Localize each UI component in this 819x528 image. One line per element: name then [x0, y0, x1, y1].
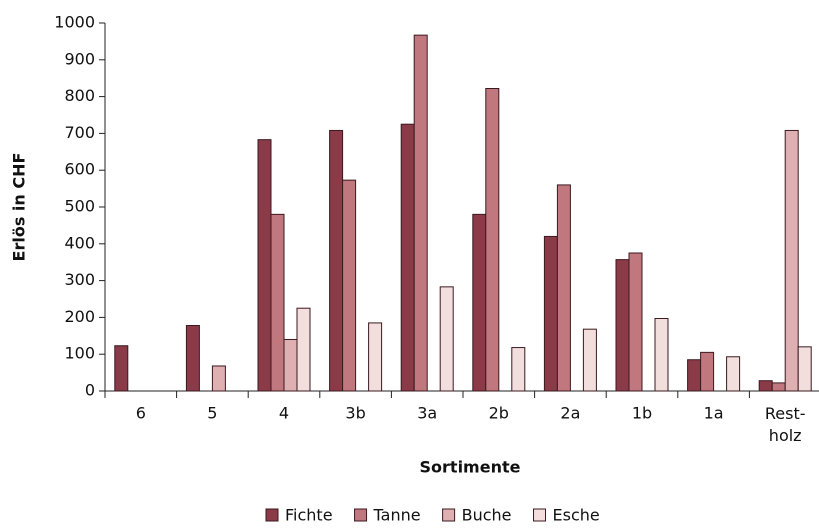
bar — [543, 235, 558, 392]
bar — [758, 380, 773, 392]
y-axis-label: Erlös in CHF — [10, 153, 29, 262]
bar — [797, 346, 812, 392]
legend-label: Tanne — [373, 506, 421, 525]
bar — [439, 286, 454, 392]
bar — [296, 307, 311, 392]
y-tick-label: 900 — [64, 49, 95, 68]
legend-label: Buche — [462, 506, 512, 525]
y-tick-label: 600 — [64, 160, 95, 179]
bar — [726, 356, 741, 392]
legend-label: Esche — [553, 506, 600, 525]
bar — [257, 139, 272, 392]
bar — [784, 129, 799, 392]
x-tick-label: Rest-holz — [765, 404, 806, 445]
x-tick-label: 1b — [632, 404, 652, 423]
bar — [342, 179, 357, 392]
x-tick-label: 5 — [207, 404, 217, 423]
legend-swatch — [442, 508, 456, 522]
bar — [472, 213, 487, 392]
x-axis-label: Sortimente — [420, 458, 521, 477]
y-tick-label: 400 — [64, 233, 95, 252]
y-tick-label: 800 — [64, 86, 95, 105]
bar — [556, 184, 571, 392]
bar — [615, 259, 630, 392]
bar — [185, 324, 200, 392]
legend-swatch — [533, 508, 547, 522]
y-tick-label: 1000 — [54, 13, 95, 32]
bar — [687, 359, 702, 392]
bar — [270, 213, 285, 392]
bar — [211, 365, 226, 392]
x-tick-label: 3a — [417, 404, 437, 423]
y-tick-label: 500 — [64, 197, 95, 216]
x-tick-label: 1a — [704, 404, 724, 423]
y-tick-label: 300 — [64, 270, 95, 289]
bar — [114, 345, 129, 392]
legend-swatch — [265, 508, 279, 522]
bar — [582, 328, 597, 392]
bar — [400, 123, 415, 392]
y-tick-label: 0 — [85, 381, 95, 400]
y-tick-label: 100 — [64, 344, 95, 363]
y-tick-label: 700 — [64, 123, 95, 142]
legend-label: Fichte — [285, 506, 333, 525]
x-tick-label: 2a — [560, 404, 580, 423]
bar — [413, 34, 428, 392]
x-tick-label: 2b — [489, 404, 509, 423]
legend-swatch — [354, 508, 368, 522]
x-tick-label: 3b — [345, 404, 365, 423]
bar — [368, 322, 383, 392]
bar — [283, 338, 298, 392]
bar — [771, 382, 786, 392]
bar — [511, 347, 526, 392]
x-tick-label: 6 — [136, 404, 146, 423]
bar — [628, 252, 643, 392]
bar — [485, 88, 500, 392]
bar — [329, 129, 344, 392]
y-tick-label: 200 — [64, 307, 95, 326]
bar — [654, 318, 669, 392]
bar — [700, 351, 715, 392]
x-tick-label: 4 — [279, 404, 289, 423]
